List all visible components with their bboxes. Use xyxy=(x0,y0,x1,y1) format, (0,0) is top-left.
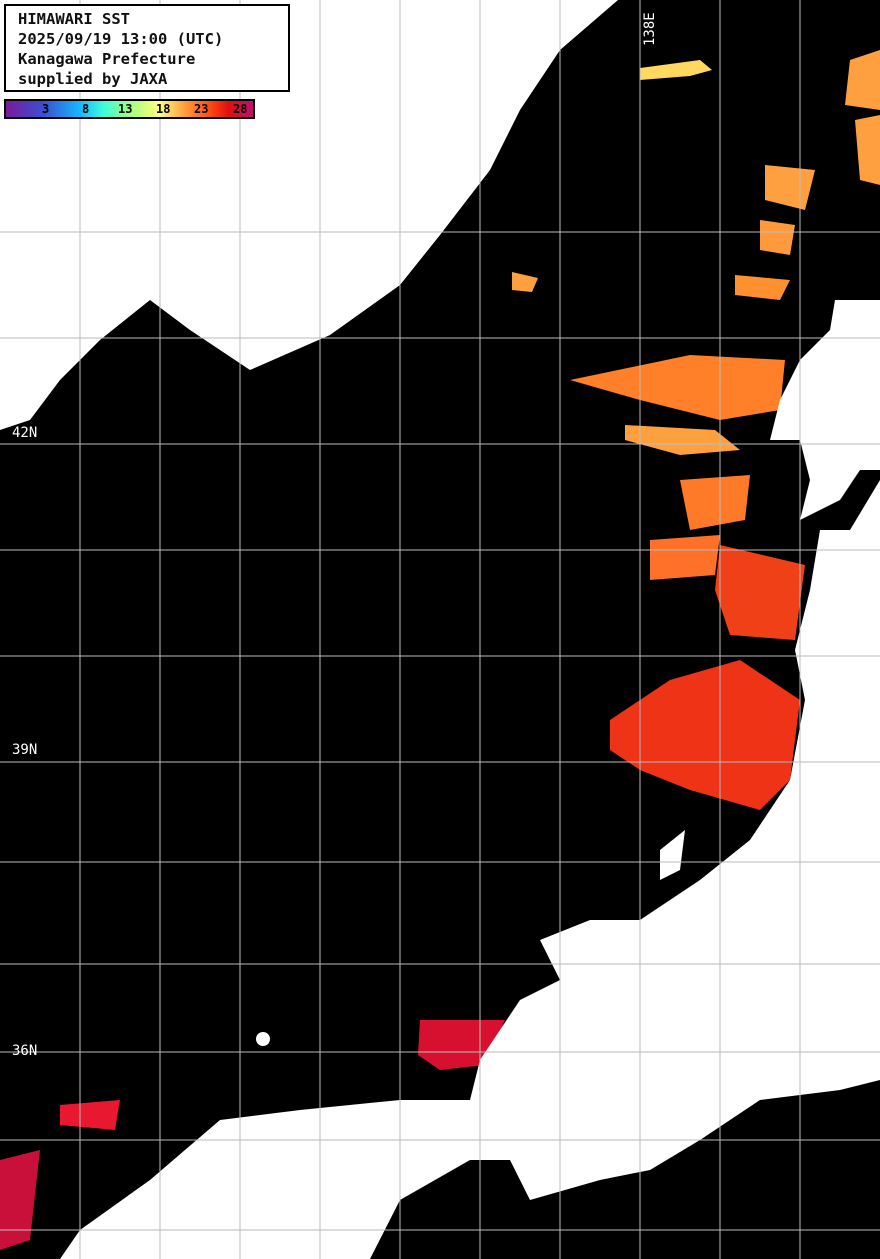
scale-tick: 13 xyxy=(118,102,133,116)
lat-label: 36N xyxy=(12,1043,38,1059)
credit: supplied by JAXA xyxy=(18,70,168,88)
scale-tick: 23 xyxy=(194,102,209,116)
timestamp: 2025/09/19 13:00 (UTC) xyxy=(18,30,224,48)
lat-label: 42N xyxy=(12,425,38,441)
color-scale: 3 8 13 18 23 28 xyxy=(4,99,255,119)
title-box: HIMAWARI SST 2025/09/19 13:00 (UTC) Kana… xyxy=(4,4,290,92)
scale-tick: 28 xyxy=(233,102,248,116)
scale-tick: 18 xyxy=(156,102,171,116)
scale-tick: 8 xyxy=(82,102,90,116)
lat-label: 39N xyxy=(12,742,38,758)
lon-label: 138E xyxy=(642,12,658,46)
scale-tick: 3 xyxy=(42,102,50,116)
region: Kanagawa Prefecture xyxy=(18,50,196,68)
title: HIMAWARI SST xyxy=(18,10,130,28)
